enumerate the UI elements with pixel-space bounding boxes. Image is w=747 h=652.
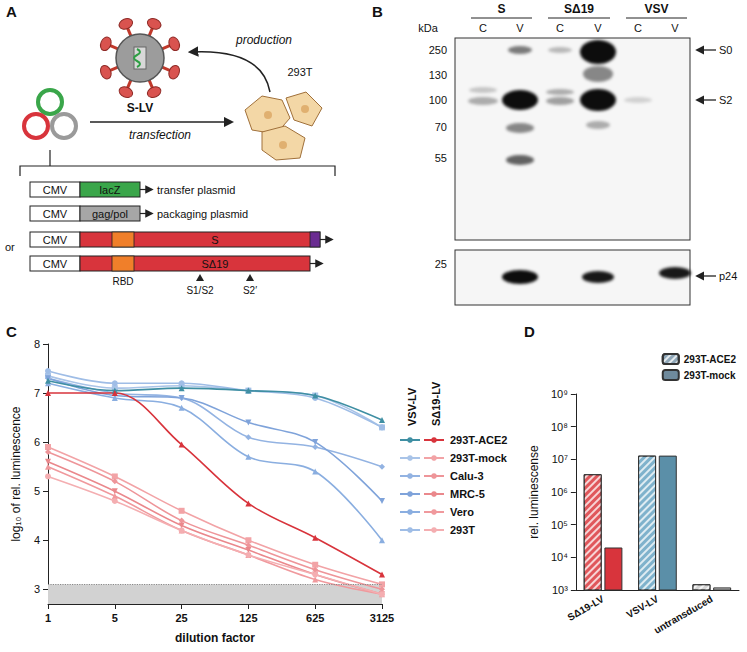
svg-text:S-LV: S-LV <box>127 101 153 115</box>
svg-text:VSV-LV: VSV-LV <box>406 387 418 426</box>
svg-text:S2′: S2′ <box>243 285 257 296</box>
svg-text:3: 3 <box>34 583 40 595</box>
svg-text:MRC-5: MRC-5 <box>450 488 485 500</box>
svg-text:125: 125 <box>239 612 257 624</box>
svg-text:293T: 293T <box>287 66 312 78</box>
svg-text:10⁷: 10⁷ <box>552 453 568 465</box>
svg-text:S2: S2 <box>719 94 732 106</box>
svg-text:250: 250 <box>429 44 447 56</box>
svg-text:10⁹: 10⁹ <box>551 388 568 400</box>
svg-text:p24: p24 <box>719 270 737 282</box>
svg-text:SΔ19-LV: SΔ19-LV <box>565 593 606 623</box>
svg-text:VSV: VSV <box>644 2 668 16</box>
svg-text:lacZ: lacZ <box>100 184 121 196</box>
svg-text:5: 5 <box>34 485 40 497</box>
svg-text:SΔ19: SΔ19 <box>564 2 594 16</box>
svg-text:293T-mock: 293T-mock <box>684 370 736 381</box>
svg-text:V: V <box>516 22 524 34</box>
svg-text:10⁴: 10⁴ <box>551 551 568 563</box>
svg-text:C: C <box>556 22 564 34</box>
svg-text:VSV-LV: VSV-LV <box>625 593 661 620</box>
svg-text:log₁₀ of rel. luminescence: log₁₀ of rel. luminescence <box>9 406 23 541</box>
svg-text:V: V <box>671 22 679 34</box>
svg-text:10³: 10³ <box>552 584 568 596</box>
svg-text:1: 1 <box>45 612 51 624</box>
svg-text:untransduced: untransduced <box>652 593 715 636</box>
svg-text:293T-ACE2: 293T-ACE2 <box>684 354 737 365</box>
svg-text:S: S <box>497 2 505 16</box>
svg-text:CMV: CMV <box>43 234 68 246</box>
svg-text:Calu-3: Calu-3 <box>450 470 484 482</box>
svg-text:SΔ19-LV: SΔ19-LV <box>430 381 442 426</box>
svg-text:B: B <box>372 3 383 20</box>
svg-text:CMV: CMV <box>43 258 68 270</box>
svg-text:S: S <box>211 234 218 246</box>
svg-text:or: or <box>5 241 15 253</box>
svg-text:production: production <box>235 33 292 47</box>
svg-text:4: 4 <box>34 534 40 546</box>
svg-text:625: 625 <box>306 612 324 624</box>
svg-text:293T: 293T <box>450 524 475 536</box>
svg-text:CMV: CMV <box>43 184 68 196</box>
svg-text:25: 25 <box>435 258 447 270</box>
svg-text:A: A <box>6 3 17 20</box>
svg-text:55: 55 <box>435 152 447 164</box>
svg-text:CMV: CMV <box>43 208 68 220</box>
svg-text:transfer plasmid: transfer plasmid <box>157 184 235 196</box>
svg-text:kDa: kDa <box>418 22 438 34</box>
svg-text:packaging plasmid: packaging plasmid <box>157 208 248 220</box>
svg-text:3125: 3125 <box>370 612 394 624</box>
svg-text:C: C <box>479 22 487 34</box>
svg-text:293T-ACE2: 293T-ACE2 <box>450 434 507 446</box>
svg-text:SΔ19: SΔ19 <box>202 258 229 270</box>
svg-text:dilution factor: dilution factor <box>175 631 255 645</box>
svg-text:293T-mock: 293T-mock <box>450 452 508 464</box>
svg-text:gag/pol: gag/pol <box>92 208 128 220</box>
svg-text:10⁸: 10⁸ <box>551 421 568 433</box>
svg-text:70: 70 <box>435 121 447 133</box>
svg-text:D: D <box>524 323 535 340</box>
svg-text:RBD: RBD <box>112 276 133 287</box>
svg-text:25: 25 <box>175 612 187 624</box>
svg-text:S1/S2: S1/S2 <box>186 285 214 296</box>
svg-text:C: C <box>634 22 642 34</box>
svg-text:10⁵: 10⁵ <box>551 519 568 531</box>
svg-text:C: C <box>6 323 17 340</box>
svg-text:10⁶: 10⁶ <box>551 486 568 498</box>
svg-text:Vero: Vero <box>450 506 474 518</box>
svg-text:130: 130 <box>429 69 447 81</box>
svg-text:transfection: transfection <box>129 128 191 142</box>
svg-text:7: 7 <box>34 387 40 399</box>
svg-text:S0: S0 <box>719 44 732 56</box>
svg-text:6: 6 <box>34 436 40 448</box>
svg-text:V: V <box>594 22 602 34</box>
svg-text:8: 8 <box>34 338 40 350</box>
svg-text:100: 100 <box>429 94 447 106</box>
svg-text:rel. luminescense: rel. luminescense <box>527 445 541 539</box>
svg-text:5: 5 <box>112 612 118 624</box>
